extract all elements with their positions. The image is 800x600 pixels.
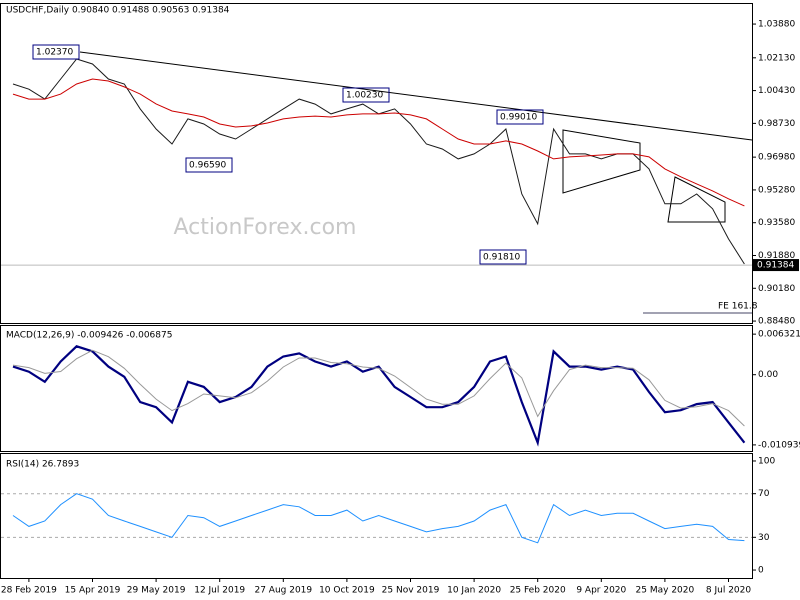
main-panel	[0, 3, 753, 324]
x-tick-label: 25 May 2020	[636, 586, 695, 596]
last-price-box	[753, 259, 799, 272]
y-tick-label: 70	[758, 489, 770, 499]
x-tick-label: 15 Apr 2019	[65, 586, 121, 596]
y-tick-label: 0.95280	[758, 185, 795, 195]
x-tick-label: 9 Apr 2020	[576, 586, 626, 596]
y-tick-label: 0	[758, 566, 764, 576]
x-tick-label: 27 Aug 2019	[254, 586, 312, 596]
y-tick-label: 0.98730	[758, 119, 795, 129]
y-tick-label: -0.010939	[758, 440, 800, 450]
price-annotation: FE 161.8	[718, 302, 758, 312]
rsi-title: RSI(14) 26.7893	[6, 460, 79, 470]
x-tick-label: 25 Feb 2020	[510, 586, 566, 596]
x-tick-label: 8 Jul 2020	[706, 586, 751, 596]
series-line	[12, 493, 745, 544]
wedge-pattern	[667, 176, 726, 223]
y-tick-label: 0.96980	[758, 153, 795, 163]
x-tick-label: 28 Feb 2019	[1, 586, 57, 596]
price-annotation: 0.99010	[500, 113, 537, 123]
y-tick-label: 0.88480	[758, 317, 795, 327]
x-tick-label: 10 Jan 2020	[447, 586, 501, 596]
macd-title: MACD(12,26,9) -0.009426 -0.006875	[6, 331, 172, 341]
last-price-label: 0.91384	[757, 261, 794, 271]
annotation-box	[496, 109, 544, 125]
series-line	[12, 349, 745, 427]
x-tick-label: 10 Oct 2019	[319, 586, 375, 596]
x-tick-label: 25 Nov 2019	[382, 586, 440, 596]
price-annotation: 0.96590	[189, 161, 226, 171]
x-tick-label: 29 May 2019	[127, 586, 186, 596]
triangle-pattern	[562, 129, 641, 194]
chart-title: USDCHF,Daily 0.90840 0.91488 0.90563 0.9…	[6, 6, 230, 16]
series-line	[12, 78, 745, 207]
price-annotation: 0.91810	[483, 253, 520, 263]
y-tick-label: 30	[758, 533, 770, 543]
rsi-panel	[0, 453, 753, 579]
y-tick-label: 0.00	[758, 370, 778, 380]
y-tick-label: 0.91880	[758, 251, 795, 261]
y-tick-label: 1.00430	[758, 86, 795, 96]
annotation-box	[185, 157, 233, 173]
y-tick-label: 0.006321	[758, 330, 800, 340]
y-tick-label: 1.02130	[758, 53, 795, 63]
y-tick-label: 0.93580	[758, 218, 795, 228]
macd-panel	[0, 325, 753, 452]
annotation-box	[479, 249, 527, 265]
y-tick-label: 100	[758, 456, 775, 466]
y-tick-label: 0.90180	[758, 284, 795, 294]
trend-line	[79, 51, 753, 141]
watermark: ActionForex.com	[174, 215, 357, 240]
x-tick-label: 12 Jul 2019	[194, 586, 245, 596]
annotation-box	[342, 87, 390, 103]
price-annotation: 1.00230	[346, 91, 383, 101]
price-annotation: 1.02370	[36, 48, 73, 58]
annotation-box	[32, 44, 80, 60]
y-tick-label: 1.03880	[758, 20, 795, 30]
